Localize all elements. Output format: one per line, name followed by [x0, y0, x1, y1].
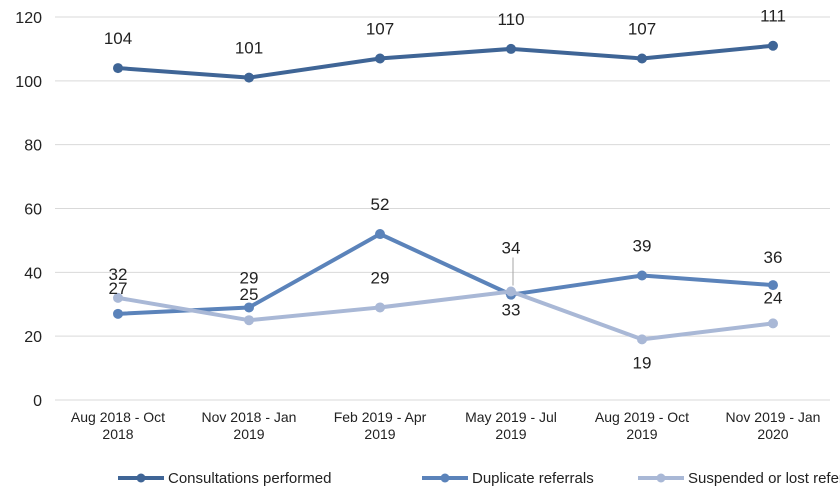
data-label: 104: [104, 29, 132, 48]
series-line: [117, 289, 774, 342]
series-line: [117, 43, 774, 80]
data-point: [637, 270, 647, 281]
data-label: 24: [764, 288, 783, 307]
y-tick-label: 20: [24, 329, 42, 346]
data-label: 19: [633, 353, 652, 372]
legend: Consultations performed Duplicate referra…: [118, 470, 840, 487]
data-point: [375, 53, 385, 64]
data-point: [375, 302, 385, 313]
data-label: 34: [502, 238, 521, 257]
data-point: [637, 334, 647, 345]
x-tick-label: May 2019 - Jul 2019: [465, 409, 557, 442]
y-tick-label: 80: [24, 138, 42, 155]
data-point: [768, 318, 778, 329]
data-point: [637, 53, 647, 64]
data-label: 36: [764, 248, 783, 267]
data-point: [244, 315, 254, 326]
data-point: [768, 280, 778, 291]
data-label: 107: [366, 19, 394, 38]
data-label: 107: [628, 19, 656, 38]
x-tick-label: Aug 2018 - Oct 2018: [71, 409, 165, 442]
y-tick-label: 100: [15, 74, 42, 91]
data-label: 110: [497, 10, 524, 29]
data-point: [506, 286, 516, 297]
data-labels: 1041011071101071112729523339363225293419…: [104, 7, 786, 373]
data-label: 27: [109, 279, 128, 298]
data-label: 101: [235, 39, 263, 58]
data-label: 39: [633, 237, 652, 256]
legend-label: Consultations performed: [168, 470, 331, 487]
data-point: [768, 40, 778, 51]
x-tick-label: Nov 2018 - Jan 2019: [202, 409, 297, 442]
data-point: [113, 63, 123, 74]
data-label: 29: [240, 268, 259, 287]
series-lines: [113, 40, 778, 345]
data-point: [244, 302, 254, 313]
legend-swatch-marker: [656, 473, 666, 483]
data-point: [506, 43, 516, 54]
data-point: [375, 229, 385, 240]
x-tick-label: Aug 2019 - Oct 2019: [595, 409, 689, 442]
legend-label: Duplicate referrals: [472, 470, 594, 487]
x-axis-labels: Aug 2018 - Oct 2018 Nov 2018 - Jan 2019 Feb …: [71, 409, 821, 442]
data-label: 29: [371, 268, 390, 287]
data-label: 32: [109, 265, 128, 284]
data-label: 52: [371, 195, 390, 214]
data-label: 25: [240, 285, 259, 304]
legend-swatch-marker: [136, 473, 146, 483]
x-tick-label: Feb 2019 - Apr 2019: [334, 409, 427, 442]
y-tick-label: 120: [15, 10, 42, 27]
data-point: [244, 72, 254, 83]
gridlines: [55, 16, 830, 401]
data-point: [113, 308, 123, 319]
y-axis-ticks: 0 20 40 60 80 100 120: [15, 10, 42, 410]
legend-swatch-marker: [440, 473, 450, 483]
y-tick-label: 60: [24, 202, 42, 219]
series-line: [117, 232, 774, 316]
data-label: 33: [502, 301, 521, 320]
legend-label: Suspended or lost referrals: [688, 470, 840, 487]
y-tick-label: 0: [33, 393, 42, 410]
data-label: 111: [760, 7, 786, 26]
data-point: [113, 292, 123, 303]
x-tick-label: Nov 2019 - Jan 2020: [726, 409, 821, 442]
y-tick-label: 40: [24, 265, 42, 282]
